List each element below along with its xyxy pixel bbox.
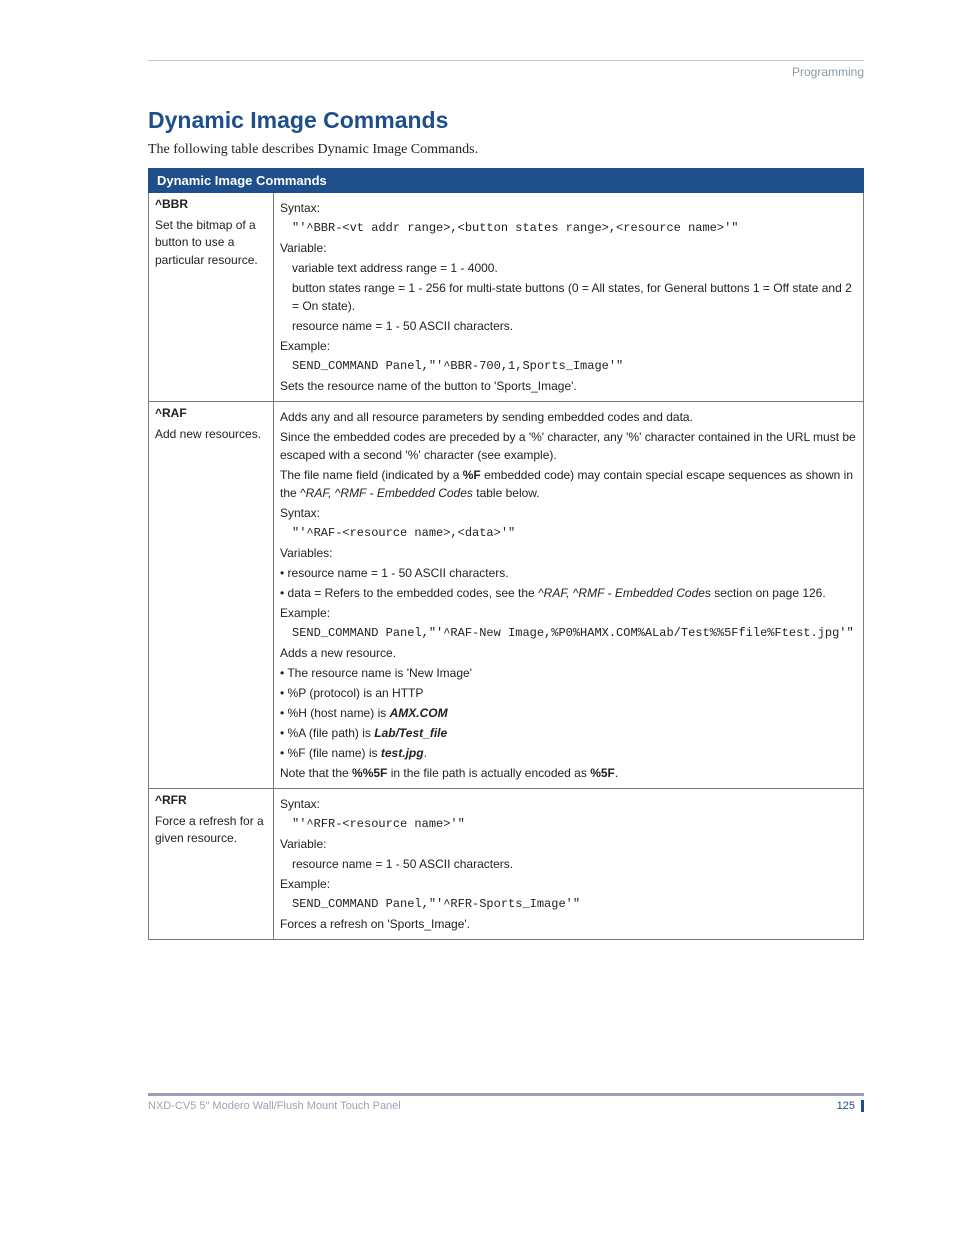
after-text: • %P (protocol) is an HTTP xyxy=(280,684,857,702)
syntax-code: "'^RFR-<resource name>'" xyxy=(280,815,857,833)
intro-text: The following table describes Dynamic Im… xyxy=(148,142,864,158)
footer-left: NXD-CV5 5" Modero Wall/Flush Mount Touch… xyxy=(148,1100,401,1112)
variable-line: resource name = 1 - 50 ASCII characters. xyxy=(280,855,857,873)
note: Note that the %%5F in the file path is a… xyxy=(280,764,857,782)
example-code: SEND_COMMAND Panel,"'^RAF-New Image,%P0%… xyxy=(280,624,857,642)
after-text: • %A (file path) is Lab/Test_file xyxy=(280,724,857,742)
variable-line: button states range = 1 - 256 for multi-… xyxy=(280,279,857,315)
syntax-label: Syntax: xyxy=(280,199,857,217)
example-label: Example: xyxy=(280,337,857,355)
after-text: • The resource name is 'New Image' xyxy=(280,664,857,682)
section-title: Dynamic Image Commands xyxy=(148,107,864,134)
cmd-desc: Set the bitmap of a button to use a part… xyxy=(155,217,267,269)
variable-label: Variable: xyxy=(280,239,857,257)
table-row: ^BBR Set the bitmap of a button to use a… xyxy=(149,193,864,402)
syntax-code: "'^BBR-<vt addr range>,<button states ra… xyxy=(280,219,857,237)
cmd-desc: Add new resources. xyxy=(155,426,267,443)
footer-rule xyxy=(148,1093,864,1096)
text: The file name field (indicated by a xyxy=(280,468,463,482)
text-bold: %5F xyxy=(590,766,615,780)
text-ital: ^RAF, ^RMF - Embedded Codes xyxy=(300,486,473,500)
variables-label: Variables: xyxy=(280,544,857,562)
text-bold: %%5F xyxy=(352,766,387,780)
text-bold-ital: test.jpg xyxy=(381,746,424,760)
header-section-label: Programming xyxy=(148,65,864,79)
text: in the file path is actually encoded as xyxy=(387,766,590,780)
variable-line: • data = Refers to the embedded codes, s… xyxy=(280,584,857,602)
example-after: Forces a refresh on 'Sports_Image'. xyxy=(280,915,857,933)
cmd-desc: Force a refresh for a given resource. xyxy=(155,813,267,848)
pretext: The file name field (indicated by a %F e… xyxy=(280,466,857,502)
example-label: Example: xyxy=(280,604,857,622)
text: • %H (host name) is xyxy=(280,706,390,720)
syntax-label: Syntax: xyxy=(280,795,857,813)
cmd-name: ^RFR xyxy=(155,793,267,807)
variable-line: variable text address range = 1 - 4000. xyxy=(280,259,857,277)
syntax-label: Syntax: xyxy=(280,504,857,522)
text-bold-ital: Lab/Test_file xyxy=(374,726,447,740)
text: . xyxy=(615,766,618,780)
variable-line: • resource name = 1 - 50 ASCII character… xyxy=(280,564,857,582)
example-code: SEND_COMMAND Panel,"'^BBR-700,1,Sports_I… xyxy=(280,357,857,375)
cmd-name: ^BBR xyxy=(155,197,267,211)
syntax-code: "'^RAF-<resource name>,<data>'" xyxy=(280,524,857,542)
example-code: SEND_COMMAND Panel,"'^RFR-Sports_Image'" xyxy=(280,895,857,913)
after-text: • %H (host name) is AMX.COM xyxy=(280,704,857,722)
text: • %F (file name) is xyxy=(280,746,381,760)
text-bold: %F xyxy=(463,468,481,482)
example-label: Example: xyxy=(280,875,857,893)
top-rule xyxy=(148,60,864,61)
cmd-name: ^RAF xyxy=(155,406,267,420)
footer-page-number: 125 xyxy=(837,1100,864,1112)
text: • data = Refers to the embedded codes, s… xyxy=(280,586,538,600)
text: • %A (file path) is xyxy=(280,726,374,740)
text-ital: ^RAF, ^RMF - Embedded Codes xyxy=(538,586,711,600)
variable-line: resource name = 1 - 50 ASCII characters. xyxy=(280,317,857,335)
pretext: Since the embedded codes are preceded by… xyxy=(280,428,857,464)
text: table below. xyxy=(473,486,540,500)
after-text: • %F (file name) is test.jpg. xyxy=(280,744,857,762)
text: section on page 126. xyxy=(711,586,826,600)
variable-label: Variable: xyxy=(280,835,857,853)
footer: NXD-CV5 5" Modero Wall/Flush Mount Touch… xyxy=(148,1093,864,1112)
table-caption: Dynamic Image Commands xyxy=(149,169,864,193)
table-row: ^RAF Add new resources. Adds any and all… xyxy=(149,402,864,789)
text: . xyxy=(424,746,427,760)
table-row: ^RFR Force a refresh for a given resourc… xyxy=(149,789,864,940)
commands-table: Dynamic Image Commands ^BBR Set the bitm… xyxy=(148,168,864,940)
text: Note that the xyxy=(280,766,352,780)
text-bold-ital: AMX.COM xyxy=(390,706,448,720)
pretext: Adds any and all resource parameters by … xyxy=(280,408,857,426)
after-text: Adds a new resource. xyxy=(280,644,857,662)
example-after: Sets the resource name of the button to … xyxy=(280,377,857,395)
